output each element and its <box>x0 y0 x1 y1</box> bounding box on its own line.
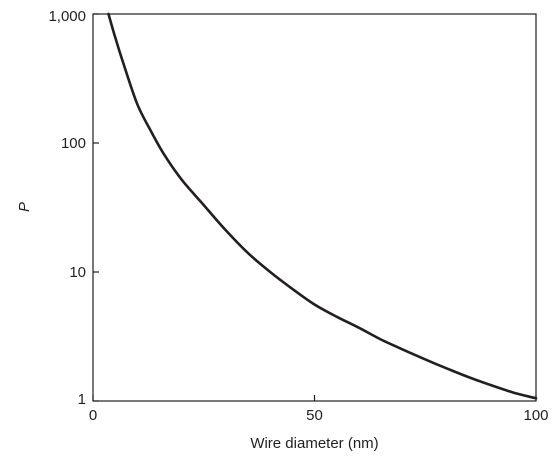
y-axis-title: P <box>16 202 33 212</box>
x-tick-label: 100 <box>523 407 548 424</box>
y-axis-ticks: 1 10 100 1,000 <box>48 8 99 408</box>
y-tick-label: 100 <box>61 135 86 152</box>
x-tick-label: 50 <box>306 407 323 424</box>
y-tick-label: 10 <box>69 264 86 281</box>
x-tick-label: 0 <box>89 407 97 424</box>
series-line <box>107 12 538 400</box>
y-tick-label: 1 <box>78 391 86 408</box>
plot-frame <box>92 13 537 402</box>
x-axis-title: Wire diameter (nm) <box>250 435 378 452</box>
y-tick-label: 1,000 <box>48 8 86 25</box>
x-axis-ticks: 0 50 100 <box>89 395 549 424</box>
series-layer <box>107 12 538 400</box>
